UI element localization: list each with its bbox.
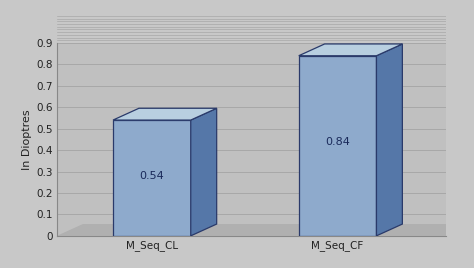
Polygon shape [113, 108, 217, 120]
Polygon shape [57, 224, 472, 236]
Polygon shape [113, 120, 191, 236]
Text: 0.84: 0.84 [325, 137, 350, 147]
Polygon shape [299, 56, 376, 236]
Polygon shape [376, 44, 402, 236]
Polygon shape [299, 44, 402, 56]
Polygon shape [191, 108, 217, 236]
Y-axis label: In Dioptres: In Dioptres [22, 109, 32, 170]
Text: 0.54: 0.54 [139, 171, 164, 181]
